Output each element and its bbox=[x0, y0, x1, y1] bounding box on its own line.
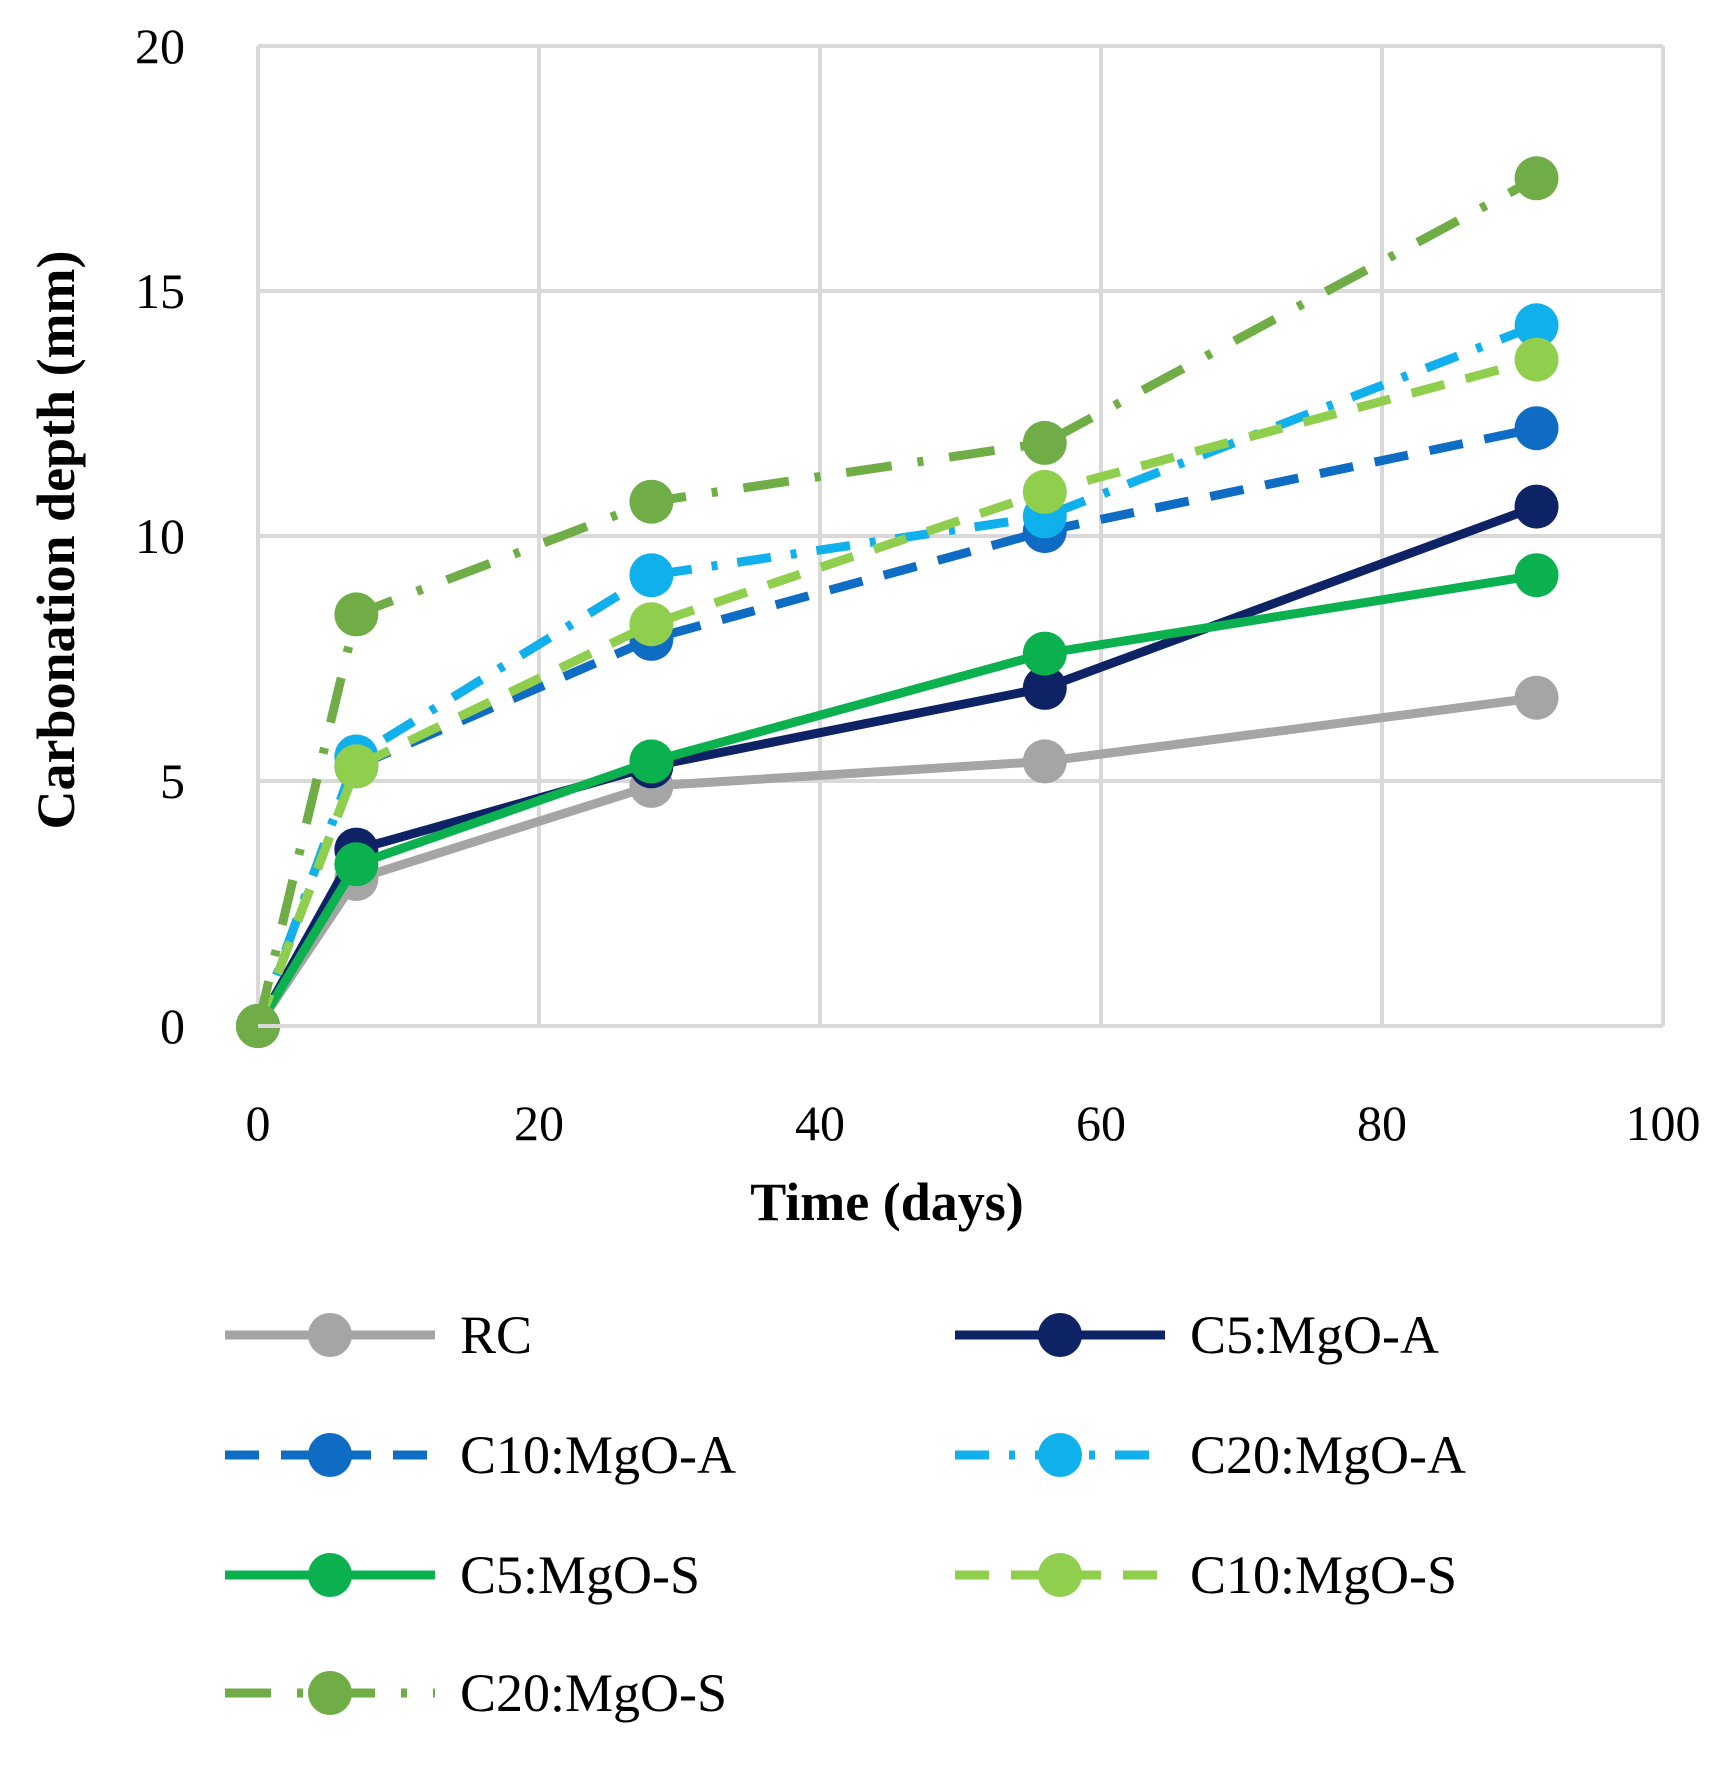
x-tick-label: 0 bbox=[246, 1095, 271, 1151]
legend-item: C5:MgO-A bbox=[955, 1305, 1439, 1365]
x-tick-label: 20 bbox=[514, 1095, 564, 1151]
series-c20-mgo-s bbox=[236, 156, 1559, 1048]
legend-item: C20:MgO-A bbox=[955, 1425, 1466, 1485]
data-point bbox=[629, 602, 674, 647]
data-point bbox=[1022, 739, 1067, 784]
data-point bbox=[629, 739, 674, 784]
legend-marker bbox=[1038, 1433, 1082, 1477]
legend-item: C5:MgO-S bbox=[225, 1545, 700, 1605]
series-c5-mgo-s bbox=[236, 553, 1559, 1048]
legend-item: C20:MgO-S bbox=[225, 1663, 727, 1723]
series-line bbox=[253, 355, 1538, 1028]
data-point bbox=[334, 842, 379, 887]
legend-marker bbox=[1038, 1553, 1082, 1597]
x-tick-label: 100 bbox=[1626, 1095, 1701, 1151]
series-line bbox=[253, 423, 1538, 1028]
data-point bbox=[1514, 675, 1559, 720]
data-point bbox=[1022, 631, 1067, 676]
x-tick-label: 40 bbox=[795, 1095, 845, 1151]
x-tick-label: 80 bbox=[1357, 1095, 1407, 1151]
legend-marker bbox=[308, 1433, 352, 1477]
legend-label: C20:MgO-A bbox=[1190, 1425, 1466, 1485]
data-point bbox=[1514, 406, 1559, 451]
y-tick-label: 20 bbox=[135, 18, 185, 74]
series-line bbox=[254, 570, 1538, 1029]
legend-label: C5:MgO-A bbox=[1190, 1305, 1439, 1365]
data-point bbox=[1022, 665, 1067, 710]
x-tick-label: 60 bbox=[1076, 1095, 1126, 1151]
data-point bbox=[1514, 484, 1559, 529]
data-point bbox=[629, 479, 674, 524]
data-point bbox=[629, 553, 674, 598]
data-point bbox=[334, 592, 379, 637]
legend-marker bbox=[1038, 1313, 1082, 1357]
legend-label: RC bbox=[460, 1305, 532, 1365]
data-point bbox=[1022, 420, 1067, 465]
series-c10-mgo-s bbox=[236, 337, 1559, 1048]
legend-marker bbox=[308, 1313, 352, 1357]
y-tick-label: 5 bbox=[160, 753, 185, 809]
series-line bbox=[254, 693, 1538, 1029]
data-point bbox=[1514, 303, 1559, 348]
data-point bbox=[1514, 553, 1559, 598]
legend-marker bbox=[308, 1553, 352, 1597]
legend-label: C5:MgO-S bbox=[460, 1545, 700, 1605]
y-tick-label: 15 bbox=[135, 263, 185, 319]
series-layer bbox=[236, 156, 1663, 1048]
x-axis-title: Time (days) bbox=[750, 1172, 1024, 1232]
legend-label: C10:MgO-A bbox=[460, 1425, 736, 1485]
x-tick-labels: 0 20 40 60 80 100 bbox=[246, 1095, 1701, 1151]
legend-marker bbox=[308, 1671, 352, 1715]
y-tick-labels: 0 5 10 15 20 bbox=[135, 18, 185, 1054]
legend-label: C20:MgO-S bbox=[460, 1663, 727, 1723]
legend-item: RC bbox=[225, 1305, 532, 1365]
y-tick-label: 10 bbox=[135, 508, 185, 564]
legend: RC C5:MgO-A C10:MgO-A C20:MgO-A C5:MgO-S C10:… bbox=[225, 1305, 1466, 1723]
data-point bbox=[1514, 337, 1559, 382]
data-point bbox=[1514, 156, 1559, 201]
data-point bbox=[1022, 469, 1067, 514]
y-axis-title: Carbonation depth (mm) bbox=[26, 250, 86, 829]
legend-item: C10:MgO-A bbox=[225, 1425, 736, 1485]
data-point bbox=[334, 744, 379, 789]
legend-item: C10:MgO-S bbox=[955, 1545, 1457, 1605]
series-line bbox=[253, 321, 1539, 1028]
y-tick-label: 0 bbox=[160, 998, 185, 1054]
legend-label: C10:MgO-S bbox=[1190, 1545, 1457, 1605]
series-c20-mgo-a bbox=[236, 303, 1559, 1048]
